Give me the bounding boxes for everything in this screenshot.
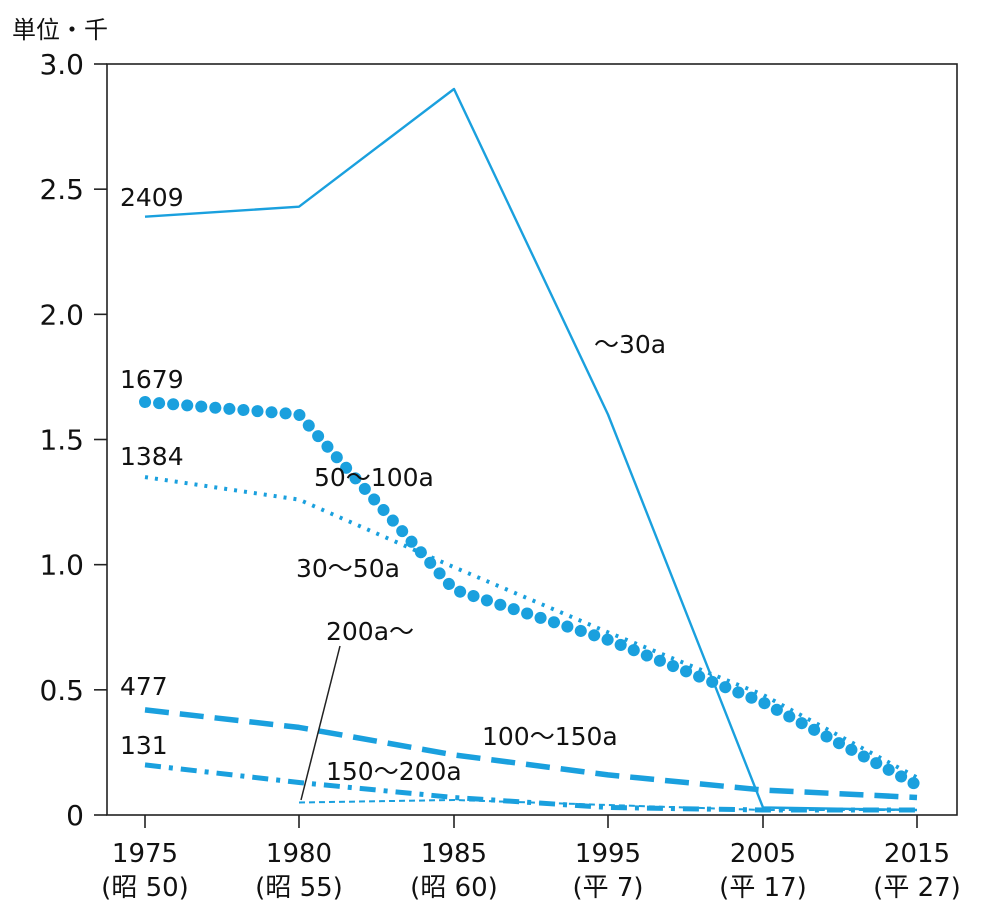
x-tick-sublabel: (昭 60): [410, 873, 498, 903]
x-tick-label: 2015: [884, 839, 950, 869]
x-tick-sublabel: (昭 55): [255, 873, 343, 903]
x-tick-label: 1975: [112, 839, 178, 869]
x-tick-label: 1985: [421, 839, 487, 869]
annotations: 〜30a 30〜50a 50〜100a 100〜150a 150〜200a 200a〜 24…: [120, 183, 666, 801]
x-tick-label: 2005: [730, 839, 796, 869]
x-tick-label: 1980: [266, 839, 332, 869]
y-axis: 0 0.5 1.0 1.5 2.0 2.5 3.0: [39, 48, 107, 832]
y-tick-label: 1.5: [39, 424, 84, 457]
series-line-4: [144, 707, 918, 801]
start-value-label: 1384: [120, 442, 184, 471]
y-tick-label: 2.5: [39, 173, 84, 206]
x-tick-sublabel: (平 17): [719, 873, 807, 903]
series-line-1: [144, 87, 918, 812]
series-label: 〜30a: [594, 330, 666, 359]
series-label: 100〜150a: [482, 722, 618, 751]
x-tick-sublabel: (平 7): [572, 873, 643, 903]
y-tick-label: 0.5: [39, 674, 84, 707]
series-line-2: [139, 396, 923, 791]
y-tick-label: 1.0: [39, 549, 84, 582]
y-tick-label: 0: [66, 799, 84, 832]
start-value-label: 477: [120, 672, 168, 701]
unit-label: 単位・千: [12, 16, 108, 44]
start-value-label: 1679: [120, 365, 184, 394]
series-label: 30〜50a: [296, 554, 400, 583]
x-tick-sublabel: (昭 50): [101, 873, 189, 903]
series-label: 50〜100a: [314, 463, 434, 492]
series-label: 200a〜: [326, 617, 414, 646]
x-axis: 1975 (昭 50) 1980 (昭 55) 1985 (昭 60) 1995 (平 7) 2…: [101, 815, 961, 903]
y-tick-label: 2.0: [39, 298, 84, 331]
series-group: [139, 87, 923, 813]
x-tick-label: 1995: [575, 839, 641, 869]
start-value-label: 131: [120, 731, 168, 760]
leader-line: [300, 645, 341, 801]
y-tick-label: 3.0: [39, 48, 84, 81]
series-line-6: [298, 799, 917, 811]
series-label: 150〜200a: [326, 757, 462, 786]
x-tick-sublabel: (平 27): [873, 873, 961, 903]
plot-frame: [106, 63, 958, 816]
start-value-label: 2409: [120, 183, 184, 212]
